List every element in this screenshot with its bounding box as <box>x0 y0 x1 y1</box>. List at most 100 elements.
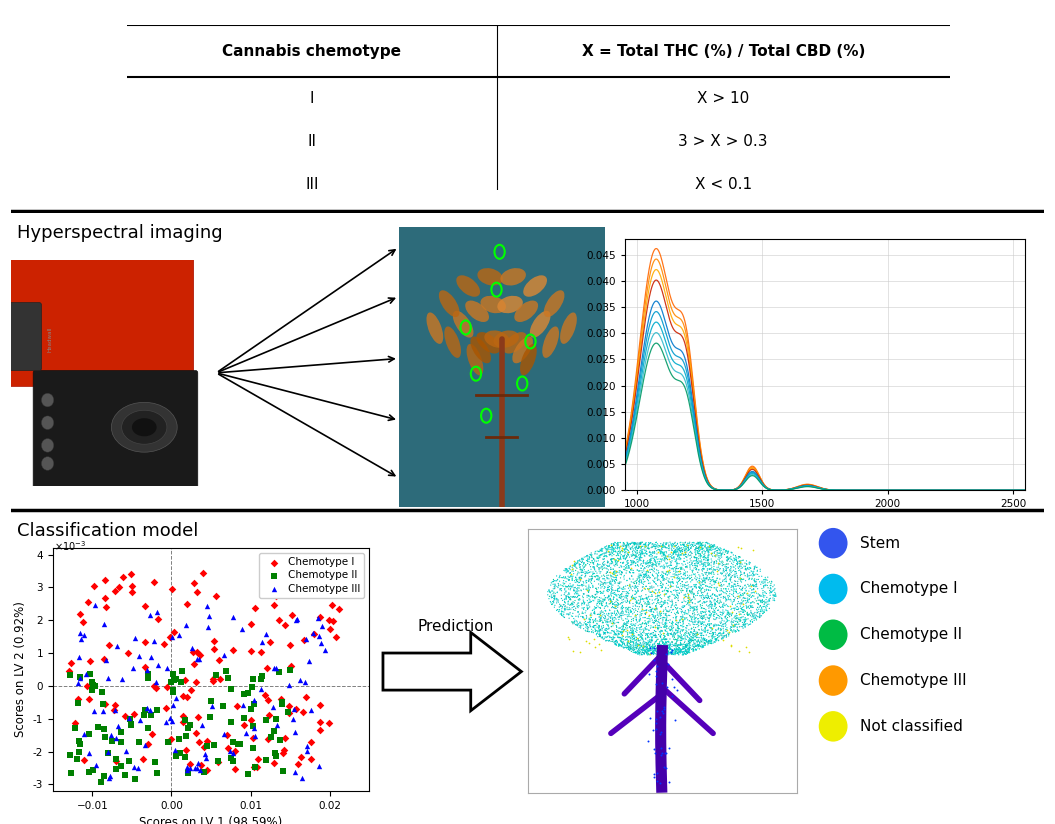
Point <box>707 632 724 645</box>
Point <box>695 631 712 644</box>
Point <box>693 537 710 550</box>
Point <box>690 634 707 647</box>
Point <box>738 555 755 568</box>
Point <box>682 643 698 656</box>
Chemotype III <box>312 637 329 650</box>
Point <box>740 612 756 625</box>
Point <box>660 544 677 557</box>
Point <box>610 555 627 568</box>
Point <box>655 584 672 597</box>
Point <box>667 646 684 659</box>
Chemotype III <box>189 761 206 775</box>
Point <box>546 590 563 603</box>
Chemotype III <box>121 711 138 724</box>
Point <box>615 536 632 550</box>
Point <box>728 551 745 564</box>
Point <box>611 542 628 555</box>
Point <box>611 575 628 588</box>
Point <box>671 643 688 656</box>
Point <box>605 606 621 620</box>
Point <box>706 555 723 568</box>
Point <box>618 606 635 619</box>
Point <box>649 659 666 672</box>
Point <box>693 630 710 644</box>
Point <box>596 550 613 563</box>
Point <box>683 643 699 656</box>
Point <box>720 608 736 621</box>
Point <box>668 547 685 560</box>
Point <box>733 573 750 586</box>
Point <box>632 630 649 644</box>
Point <box>608 623 625 636</box>
Point <box>642 601 659 614</box>
Point <box>669 557 686 570</box>
Point <box>746 574 763 587</box>
Point <box>621 621 638 634</box>
Point <box>607 605 624 618</box>
Point <box>730 625 747 638</box>
Chemotype I <box>284 609 301 622</box>
Point <box>646 563 663 576</box>
Point <box>646 641 663 654</box>
Point <box>653 624 670 637</box>
Point <box>677 639 694 653</box>
Point <box>690 612 707 625</box>
Point <box>736 617 753 630</box>
Point <box>674 543 691 556</box>
Point <box>629 542 646 555</box>
Point <box>683 541 699 555</box>
Point <box>699 553 716 566</box>
Point <box>567 588 583 601</box>
Point <box>580 625 597 638</box>
Point <box>625 549 641 562</box>
Point <box>690 569 707 582</box>
Chemotype II <box>179 766 196 780</box>
Point <box>624 627 640 640</box>
Point <box>707 597 724 610</box>
Point <box>713 616 730 629</box>
Point <box>611 545 628 558</box>
Point <box>714 606 731 619</box>
Point <box>587 554 603 567</box>
Chemotype II <box>72 670 89 683</box>
Chemotype III <box>216 727 233 740</box>
Point <box>615 551 632 564</box>
Point <box>742 578 759 591</box>
Point <box>717 570 734 583</box>
Point <box>655 633 672 646</box>
Point <box>673 544 690 557</box>
Point <box>718 615 735 628</box>
Point <box>707 581 724 594</box>
Point <box>749 568 766 581</box>
Point <box>626 632 642 645</box>
Point <box>652 588 669 602</box>
Point <box>686 588 703 601</box>
Point <box>689 639 706 652</box>
Point <box>599 625 616 639</box>
Point <box>705 628 722 641</box>
Point <box>568 582 584 595</box>
Point <box>627 536 644 550</box>
Point <box>562 593 579 606</box>
Point <box>581 613 598 626</box>
Chemotype II <box>267 749 284 762</box>
Point <box>657 607 674 620</box>
Point <box>729 555 746 568</box>
Point <box>687 628 704 641</box>
Point <box>687 616 704 629</box>
Point <box>584 568 601 581</box>
Point <box>636 537 653 550</box>
Chemotype I <box>289 758 306 771</box>
Point <box>693 539 710 552</box>
Point <box>668 627 685 640</box>
Point <box>637 536 654 550</box>
Point <box>660 567 677 580</box>
Point <box>692 581 709 594</box>
Point <box>586 614 602 627</box>
Point <box>609 556 626 569</box>
Point <box>616 608 633 621</box>
Point <box>669 536 686 550</box>
Point <box>670 542 687 555</box>
Point <box>691 609 708 622</box>
Point <box>691 547 708 560</box>
